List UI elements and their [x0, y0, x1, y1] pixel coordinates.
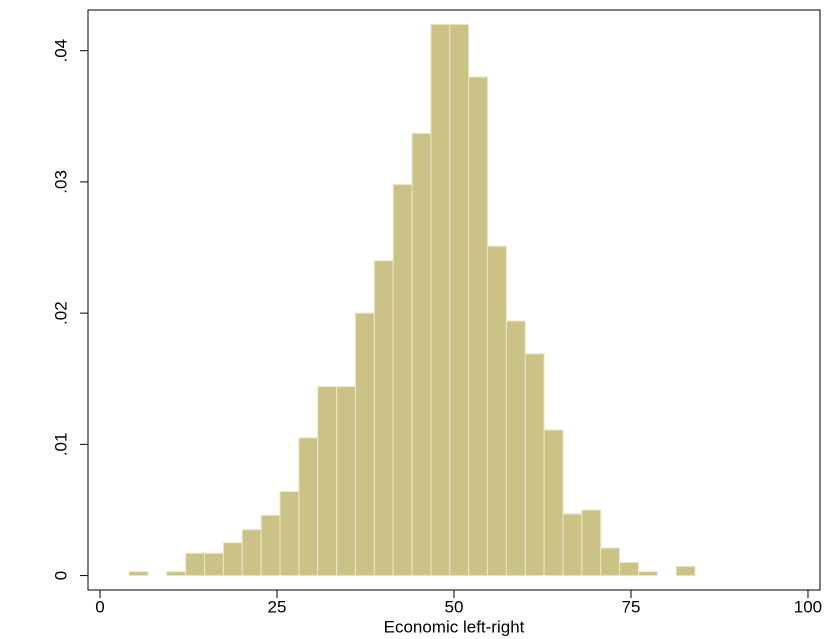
x-tick-label: 50 — [445, 597, 464, 616]
bar — [241, 529, 262, 577]
bar — [298, 437, 319, 577]
bar — [260, 514, 281, 577]
bar — [336, 386, 356, 577]
y-tick-label: 0 — [51, 571, 70, 580]
bar — [543, 429, 564, 577]
bar — [449, 23, 470, 577]
bar — [317, 386, 338, 577]
y-tick-label: .03 — [51, 170, 70, 194]
bar — [354, 312, 375, 577]
bar — [373, 260, 394, 577]
y-tick-label: .02 — [51, 301, 70, 325]
y-tick-label: .01 — [51, 433, 70, 457]
bar — [430, 23, 451, 577]
bar — [562, 513, 583, 577]
bar — [166, 571, 187, 577]
bar — [600, 547, 621, 577]
bar — [204, 552, 224, 577]
bar — [222, 542, 243, 577]
x-tick-label: 0 — [95, 597, 104, 616]
bar — [128, 571, 149, 577]
x-axis-label: Economic left-right — [384, 617, 525, 636]
bar — [468, 76, 489, 577]
bar — [524, 353, 545, 577]
bar — [279, 491, 300, 577]
bar — [411, 132, 432, 577]
x-tick-label: 75 — [622, 597, 641, 616]
bar — [675, 565, 696, 577]
bar — [487, 245, 507, 577]
bar — [637, 571, 658, 577]
bar — [581, 509, 602, 577]
bar — [185, 552, 206, 577]
bar — [392, 184, 413, 577]
bar — [505, 320, 526, 577]
bar — [619, 561, 639, 577]
x-tick-label: 25 — [268, 597, 287, 616]
x-tick-label: 100 — [794, 597, 822, 616]
y-tick-label: .04 — [51, 39, 70, 63]
